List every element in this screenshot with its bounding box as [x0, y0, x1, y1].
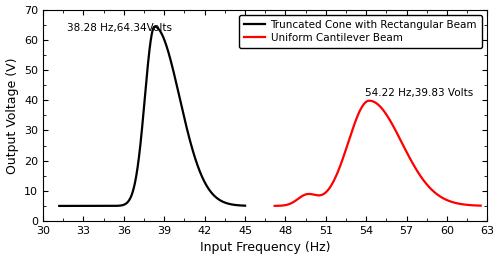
Line: Truncated Cone with Rectangular Beam: Truncated Cone with Rectangular Beam: [60, 27, 245, 206]
Text: 38.28 Hz,64.34Volts: 38.28 Hz,64.34Volts: [67, 23, 172, 33]
Uniform Cantilever Beam: [272, 204, 278, 207]
Uniform Cantilever Beam: [478, 204, 484, 207]
Uniform Cantilever Beam: [372, 101, 378, 104]
Truncated Cone with Rectangular Beam: [142, 98, 148, 101]
Uniform Cantilever Beam: [282, 204, 288, 207]
Truncated Cone with Rectangular Beam: [236, 204, 242, 207]
Truncated Cone with Rectangular Beam: [66, 204, 71, 207]
Uniform Cantilever Beam: [472, 204, 478, 207]
Legend: Truncated Cone with Rectangular Beam, Uniform Cantilever Beam: Truncated Cone with Rectangular Beam, Un…: [240, 15, 482, 48]
Truncated Cone with Rectangular Beam: [56, 204, 62, 207]
Line: Uniform Cantilever Beam: Uniform Cantilever Beam: [274, 101, 480, 206]
Uniform Cantilever Beam: [366, 99, 372, 102]
Truncated Cone with Rectangular Beam: [202, 183, 208, 186]
Truncated Cone with Rectangular Beam: [242, 204, 248, 207]
Uniform Cantilever Beam: [434, 193, 440, 196]
Y-axis label: Output Voltage (V): Output Voltage (V): [6, 57, 18, 173]
Truncated Cone with Rectangular Beam: [146, 47, 152, 50]
X-axis label: Input Frequency (Hz): Input Frequency (Hz): [200, 242, 330, 255]
Text: 54.22 Hz,39.83 Volts: 54.22 Hz,39.83 Volts: [365, 88, 474, 98]
Truncated Cone with Rectangular Beam: [237, 204, 243, 207]
Truncated Cone with Rectangular Beam: [152, 25, 158, 28]
Uniform Cantilever Beam: [472, 204, 478, 207]
Uniform Cantilever Beam: [366, 99, 372, 102]
